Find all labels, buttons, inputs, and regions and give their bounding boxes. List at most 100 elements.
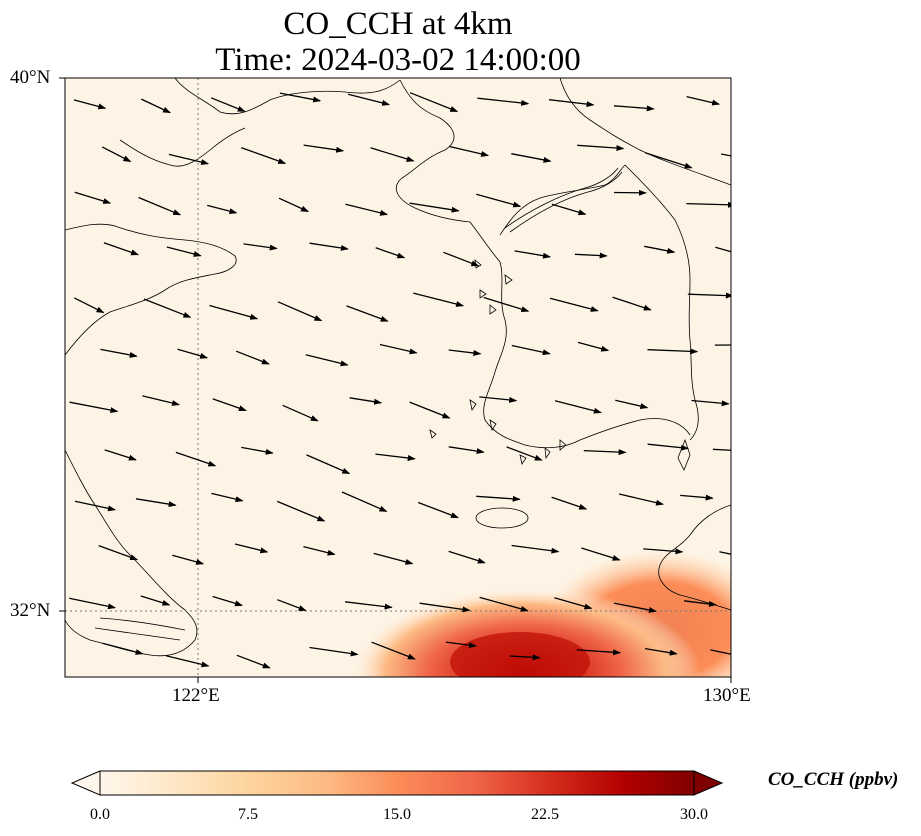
wind-vector-50: [100, 348, 138, 358]
wind-vector-79: [712, 448, 731, 451]
wind-vector-2: [210, 97, 246, 113]
wind-vector-53: [305, 354, 349, 367]
wind-vector-19: [720, 153, 731, 157]
ytick-label-40n: 40°N: [10, 67, 51, 88]
wind-vector-118: [644, 647, 678, 656]
wind-vector-61: [142, 395, 180, 406]
map-frame: [64, 77, 732, 678]
coastline-liaodong: [174, 78, 401, 115]
wind-vector-105: [419, 602, 471, 613]
wind-vector-76: [506, 446, 543, 461]
colorbar-frame: [99, 770, 695, 796]
wind-vector-115: [445, 641, 477, 649]
wind-vector-1: [141, 98, 171, 114]
wind-vector-44: [346, 305, 389, 322]
wind-vector-47: [549, 297, 599, 312]
axis-ticks: [59, 77, 732, 683]
yalu-river: [504, 167, 623, 233]
wind-vector-113: [309, 646, 359, 657]
coastline-bohai-west: [119, 127, 246, 167]
wind-vector-13: [303, 144, 345, 153]
wind-vector-102: [212, 595, 243, 607]
wind-vector-0: [73, 99, 107, 110]
wind-vector-33: [309, 242, 349, 251]
wind-vector-101: [140, 595, 171, 606]
wind-vector-62: [212, 398, 247, 412]
wind-vector-110: [102, 642, 144, 655]
wind-vector-106: [479, 596, 529, 612]
wind-vector-68: [615, 399, 649, 410]
coastline-korea-east: [624, 164, 699, 441]
coastline-korea-west-islands: [474, 259, 513, 315]
wind-vector-57: [577, 341, 610, 352]
wind-vector-98: [643, 548, 684, 555]
wind-vector-4: [347, 93, 391, 106]
wind-vector-9: [686, 95, 721, 106]
wind-vector-75: [448, 446, 485, 455]
wind-vector-48: [612, 296, 652, 311]
wind-vector-15: [449, 145, 490, 157]
wind-vector-17: [577, 144, 625, 152]
wind-vector-84: [341, 491, 388, 512]
wind-vector-51: [177, 348, 209, 359]
concentration-plume: [350, 550, 731, 677]
wind-vector-81: [135, 498, 177, 508]
wind-vector-85: [417, 501, 459, 519]
wind-vector-32: [243, 243, 278, 251]
wind-vector-95: [448, 550, 486, 564]
wind-vector-64: [349, 397, 383, 405]
wind-vector-30: [103, 242, 140, 256]
wind-vector-46: [483, 296, 530, 313]
wind-vector-24: [345, 203, 389, 216]
colorbar-gradient: [100, 771, 694, 795]
wind-vector-93: [303, 545, 336, 556]
wind-vector-112: [236, 654, 271, 669]
wind-vector-80: [74, 500, 116, 512]
wind-vector-18: [644, 152, 693, 169]
wind-vector-21: [138, 196, 182, 216]
wind-vector-67: [554, 400, 602, 414]
wind-vector-8: [613, 105, 655, 112]
wind-vector-90: [98, 544, 139, 561]
wind-vector-37: [574, 252, 608, 259]
wind-vector-55: [448, 349, 482, 356]
wind-vector-16: [511, 153, 552, 163]
wind-vector-6: [477, 97, 530, 106]
coastline-korea-west: [469, 221, 691, 449]
wind-vector-109: [684, 600, 717, 607]
wind-vector-97: [581, 547, 621, 561]
xtick-label-130e: 130°E: [703, 685, 751, 706]
wind-vector-66: [479, 396, 518, 403]
wind-vector-69: [691, 399, 730, 407]
wind-vector-56: [511, 344, 551, 356]
wind-vector-72: [241, 446, 274, 455]
wind-vector-54: [379, 343, 418, 355]
wind-vector-78: [647, 443, 689, 451]
xtick-label-122e: 122°E: [172, 685, 220, 706]
wind-vector-23: [278, 197, 310, 213]
wind-vector-107: [554, 597, 593, 610]
wind-vector-73: [306, 454, 351, 475]
wind-vector-114: [371, 641, 416, 660]
colorbar-extend-low: [70, 770, 101, 796]
wind-vector-38: [644, 245, 676, 254]
wind-vector-92: [234, 543, 269, 554]
wind-vector-86: [476, 495, 521, 502]
wind-vector-34: [375, 247, 406, 259]
wind-vector-119: [710, 649, 731, 655]
wind-vector-104: [345, 601, 393, 610]
wind-vector-70: [104, 449, 137, 461]
wind-vector-52: [235, 350, 270, 365]
wind-vector-63: [282, 404, 319, 422]
wind-vector-116: [509, 654, 541, 661]
coastline-korea-north: [499, 164, 626, 236]
wind-vector-27: [551, 203, 587, 216]
wind-vector-11: [168, 153, 210, 166]
wind-vector-65: [409, 401, 451, 419]
colorbar-tick-0: 0.0: [90, 806, 110, 823]
coastline-shandong-north: [65, 223, 237, 356]
wind-vector-82: [211, 492, 244, 503]
colorbar-extend-high: [693, 770, 724, 796]
wind-vector-40: [74, 297, 105, 314]
